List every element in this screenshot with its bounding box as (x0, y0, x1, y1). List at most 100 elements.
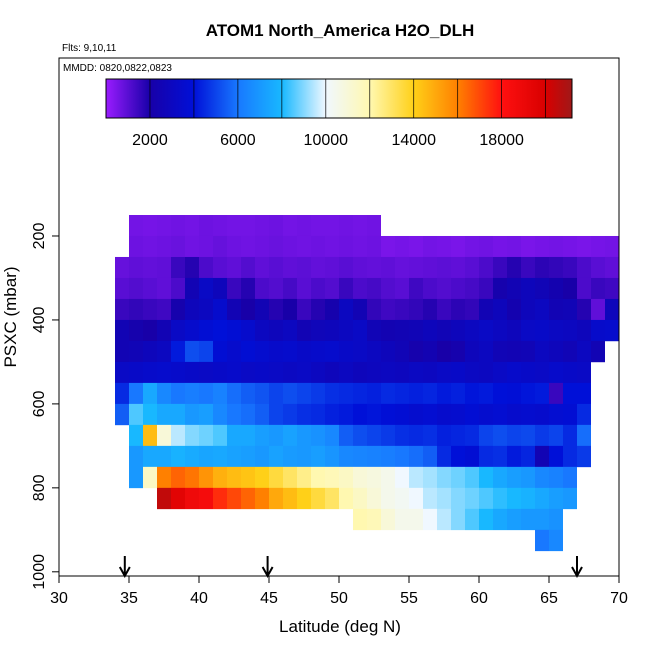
heatmap-cell (493, 277, 507, 300)
heatmap-cell (535, 319, 549, 342)
heatmap-cell (227, 424, 241, 447)
heatmap-cell (325, 277, 339, 300)
heatmap-cell (171, 235, 185, 258)
heatmap-cell (171, 214, 185, 237)
heatmap-cell (171, 340, 185, 363)
heatmap-cell (311, 298, 325, 321)
heatmap-cell (143, 424, 157, 447)
heatmap-cell (241, 403, 255, 426)
heatmap-cell (199, 445, 213, 468)
heatmap-cell (479, 235, 493, 258)
heatmap-cell (395, 277, 409, 300)
heatmap-cell (367, 466, 381, 489)
heatmap-cell (353, 445, 367, 468)
heatmap-cell (465, 361, 479, 384)
heatmap-cell (451, 508, 465, 531)
heatmap-cell (129, 340, 143, 363)
heatmap-cell (297, 403, 311, 426)
heatmap-cell (255, 403, 269, 426)
colorbar-tick-label: 10000 (304, 132, 349, 149)
heatmap-cell (549, 298, 563, 321)
heatmap-cell (157, 445, 171, 468)
heatmap-cell (241, 445, 255, 468)
heatmap-cell (241, 277, 255, 300)
heatmap-cell (563, 277, 577, 300)
heatmap-cell (157, 277, 171, 300)
heatmap-cell (437, 361, 451, 384)
heatmap-cell (339, 214, 353, 237)
heatmap-cell (325, 445, 339, 468)
heatmap-cell (241, 466, 255, 489)
heatmap-cell (269, 361, 283, 384)
heatmap-cell (353, 214, 367, 237)
heatmap-cell (451, 277, 465, 300)
heatmap-cell (409, 466, 423, 489)
x-tick-label: 35 (120, 590, 138, 607)
heatmap-cell (213, 256, 227, 279)
heatmap-cell (381, 382, 395, 405)
heatmap-cell (577, 403, 591, 426)
heatmap-cell (381, 508, 395, 531)
heatmap-cell (269, 235, 283, 258)
heatmap-cell (129, 445, 143, 468)
heatmap-cell (577, 382, 591, 405)
heatmap-cell (143, 235, 157, 258)
heatmap-cell (297, 445, 311, 468)
heatmap-cell (563, 298, 577, 321)
heatmap-cell (213, 340, 227, 363)
heatmap-cell (171, 403, 185, 426)
heatmap-cell (577, 319, 591, 342)
heatmap-cell (171, 319, 185, 342)
heatmap-cell (227, 466, 241, 489)
heatmap-cell (157, 487, 171, 510)
heatmap-cell (591, 256, 605, 279)
heatmap-cell (255, 235, 269, 258)
heatmap-cell (381, 298, 395, 321)
heatmap-cell (283, 277, 297, 300)
heatmap-cell (493, 466, 507, 489)
heatmap-cell (129, 256, 143, 279)
heatmap-cell (381, 487, 395, 510)
heatmap-cell (507, 508, 521, 531)
heatmap-cell (241, 235, 255, 258)
heatmap-cell (115, 319, 129, 342)
heatmap-cell (129, 361, 143, 384)
heatmap-cell (241, 214, 255, 237)
heatmap-cell (227, 277, 241, 300)
heatmap-cell (465, 235, 479, 258)
heatmap-cell (423, 466, 437, 489)
heatmap-cell (185, 466, 199, 489)
heatmap-cell (381, 277, 395, 300)
heatmap-cell (479, 445, 493, 468)
heatmap-cell (255, 277, 269, 300)
heatmap-cell (409, 361, 423, 384)
heatmap-cell (437, 298, 451, 321)
heatmap-cell (549, 424, 563, 447)
heatmap-cell (241, 424, 255, 447)
heatmap-cell (563, 403, 577, 426)
heatmap-cell (269, 277, 283, 300)
heatmap-cell (423, 319, 437, 342)
heatmap-cell (367, 340, 381, 363)
heatmap-cell (395, 424, 409, 447)
heatmap-cell (521, 319, 535, 342)
heatmap-cell (381, 466, 395, 489)
flight-arrow (261, 556, 274, 579)
heatmap-cell (171, 445, 185, 468)
heatmap-cell (465, 277, 479, 300)
heatmap-cell (395, 508, 409, 531)
heatmap-cell (325, 424, 339, 447)
heatmap-cell (437, 256, 451, 279)
heatmap-cell (255, 298, 269, 321)
heatmap-cell (409, 487, 423, 510)
heatmap-cell (241, 256, 255, 279)
heatmap-cell (227, 319, 241, 342)
heatmap-cell (171, 277, 185, 300)
heatmap-cell (115, 382, 129, 405)
heatmap-cell (339, 235, 353, 258)
heatmap-cell (521, 340, 535, 363)
x-tick-label: 40 (190, 590, 208, 607)
heatmap-cell (325, 466, 339, 489)
heatmap-cell (143, 256, 157, 279)
heatmap-cell (409, 508, 423, 531)
